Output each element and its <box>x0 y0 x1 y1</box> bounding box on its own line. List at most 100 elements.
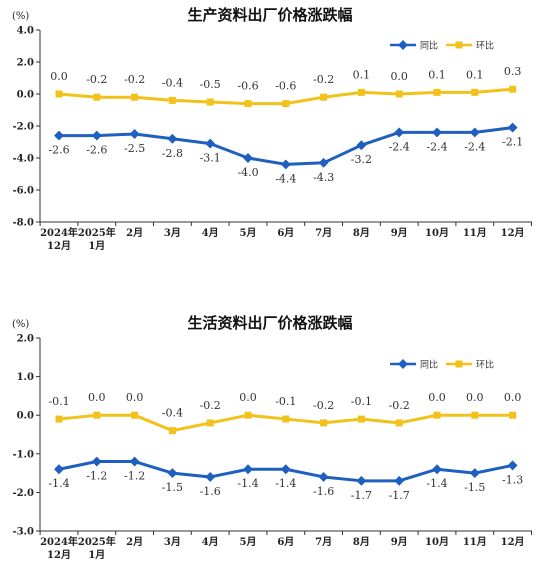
y-tick-label: 2.0 <box>17 58 34 69</box>
legend-mom-marker <box>455 41 463 49</box>
mom-point <box>55 90 63 98</box>
yoy-point <box>205 472 216 482</box>
x-tick-label: 12月 <box>501 536 525 548</box>
yoy-data-label: -2.4 <box>464 140 485 153</box>
x-tick-label: 9月 <box>391 227 408 239</box>
mom-data-label: -0.2 <box>313 73 334 86</box>
yoy-point <box>280 159 291 170</box>
yoy-point <box>243 153 253 163</box>
legend-mom-marker <box>455 360 463 368</box>
yoy-data-label: -1.5 <box>162 481 183 494</box>
mom-point <box>93 93 101 101</box>
yoy-data-label: -1.4 <box>48 477 69 490</box>
yoy-point <box>205 138 216 149</box>
y-tick-label: -6.0 <box>12 186 34 197</box>
x-tick-label: 3月 <box>164 227 181 239</box>
yoy-point <box>356 475 367 486</box>
mom-data-label: -0.4 <box>162 76 183 89</box>
legend-mom-label: 环比 <box>476 40 494 52</box>
y-unit-label: (%) <box>12 11 29 22</box>
x-tick-label: 9月 <box>391 536 408 548</box>
yoy-data-label: -2.6 <box>48 144 69 157</box>
yoy-point <box>318 157 329 168</box>
yoy-point <box>167 468 178 479</box>
x-tick-label: 6月 <box>277 227 294 239</box>
x-tick-label: 8月 <box>353 536 370 548</box>
y-tick-label: 4.0 <box>17 26 34 37</box>
legend-yoy-marker <box>398 359 408 369</box>
mom-data-label: -0.6 <box>237 80 258 93</box>
y-tick-label: -8.0 <box>12 218 34 229</box>
yoy-data-label: -1.3 <box>502 473 523 486</box>
x-tick-label: 10月 <box>425 227 449 239</box>
yoy-data-label: -4.3 <box>313 171 334 184</box>
mom-data-label: -0.6 <box>275 80 296 93</box>
mom-data-label: 0.0 <box>126 391 144 404</box>
mom-point <box>320 419 328 427</box>
yoy-point <box>394 127 405 138</box>
mom-point <box>395 419 403 427</box>
yoy-point <box>91 456 102 467</box>
yoy-data-label: -1.6 <box>200 485 221 498</box>
x-tick-label: 11月 <box>463 536 487 548</box>
mom-data-label: 0.1 <box>428 68 446 81</box>
mom-point <box>244 100 252 108</box>
mom-point <box>55 415 63 423</box>
x-tick-label: 3月 <box>164 536 181 548</box>
mom-data-label: -0.2 <box>86 73 107 86</box>
yoy-point <box>54 130 64 141</box>
yoy-point <box>356 140 367 151</box>
mom-data-label: -0.1 <box>275 395 296 408</box>
yoy-data-label: -1.6 <box>313 485 334 498</box>
yoy-point <box>243 464 253 475</box>
x-tick-label: 8月 <box>353 227 370 239</box>
legend-yoy-marker <box>398 40 408 50</box>
x-tick-label: 7月 <box>315 536 332 548</box>
yoy-data-label: -3.2 <box>351 153 372 166</box>
mom-point <box>282 415 290 423</box>
mom-point <box>357 88 365 96</box>
yoy-data-label: -1.5 <box>464 481 485 494</box>
x-tick-label: 4月 <box>202 227 219 239</box>
yoy-point <box>432 464 442 475</box>
mom-data-label: -0.2 <box>124 73 145 86</box>
yoy-point <box>54 464 64 475</box>
yoy-point <box>167 133 178 144</box>
yoy-data-label: -1.2 <box>124 470 145 483</box>
mom-data-label: -0.2 <box>389 399 410 412</box>
x-tick-label: 2月 <box>126 536 143 548</box>
x-tick-label: 11月 <box>463 227 487 239</box>
yoy-data-label: -2.4 <box>426 140 447 153</box>
yoy-point <box>469 468 480 479</box>
mom-point <box>93 411 101 419</box>
yoy-data-label: -2.8 <box>162 147 183 160</box>
mom-point <box>206 419 214 427</box>
mom-point <box>168 427 176 435</box>
mom-point <box>131 411 139 419</box>
y-tick-label: 1.0 <box>17 372 34 383</box>
mom-point <box>433 88 441 96</box>
yoy-data-label: -1.4 <box>275 477 296 490</box>
mom-point <box>168 96 176 104</box>
mom-data-label: -0.4 <box>162 407 183 420</box>
x-tick-label: 2025年 <box>78 535 116 548</box>
legend-yoy-label: 同比 <box>420 40 438 52</box>
mom-point <box>433 411 441 419</box>
x-tick-label: 7月 <box>315 227 332 239</box>
mom-data-label: 0.0 <box>504 391 522 404</box>
chart-consumer-goods: 生活资料出厂价格涨跌幅 (%) 2.0 1.0 0.0 -1.0 -2.0 -3.0 2024年… <box>12 314 532 561</box>
yoy-point <box>432 127 442 138</box>
legend-mom-label: 环比 <box>476 359 494 371</box>
x-tick-label: 2月 <box>126 227 143 239</box>
yoy-data-label: -2.6 <box>86 144 107 157</box>
yoy-point <box>507 122 518 133</box>
y-tick-label: -4.0 <box>12 154 34 165</box>
x-tick-label: 5月 <box>240 227 257 239</box>
yoy-point <box>280 464 291 475</box>
legend-yoy-label: 同比 <box>420 359 438 371</box>
chart-title: 生产资料出厂价格涨跌幅 <box>187 6 352 24</box>
y-tick-label: 2.0 <box>17 334 34 345</box>
yoy-point <box>318 472 329 482</box>
yoy-point <box>394 475 405 486</box>
yoy-data-label: -1.4 <box>237 477 258 490</box>
